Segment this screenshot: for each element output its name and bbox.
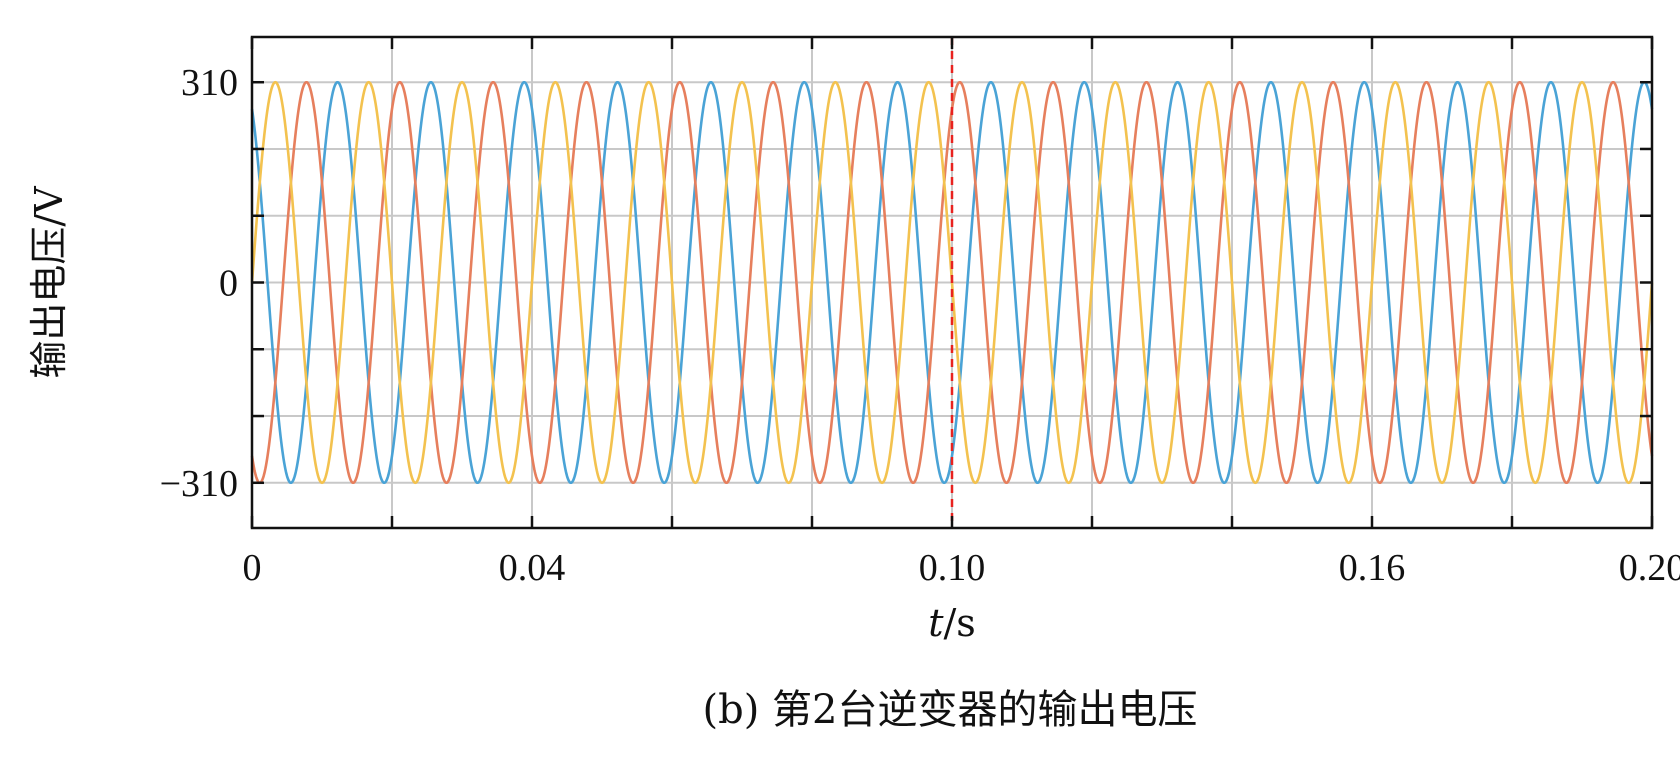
x-tick-label: 0.20: [1619, 547, 1680, 589]
x-axis-label-unit: /s: [943, 601, 975, 645]
y-tick-label: −310: [160, 463, 238, 505]
tick-layer: [250, 37, 1654, 528]
x-axis-label-variable: t: [928, 601, 944, 645]
x-tick-label: 0.16: [1339, 547, 1406, 589]
x-tick-label: 0: [243, 547, 262, 589]
y-tick-label: 310: [181, 62, 238, 104]
y-axis-label: 输出电压/V: [27, 186, 71, 379]
y-tick-label: 0: [219, 263, 238, 305]
x-axis-label: t/s: [928, 601, 976, 645]
x-tick-label: 0.04: [499, 547, 566, 589]
chart-caption: (b) 第2台逆变器的输出电压: [703, 687, 1198, 733]
x-tick-label: 0.10: [919, 547, 986, 589]
series-line-1: [250, 80, 1654, 485]
